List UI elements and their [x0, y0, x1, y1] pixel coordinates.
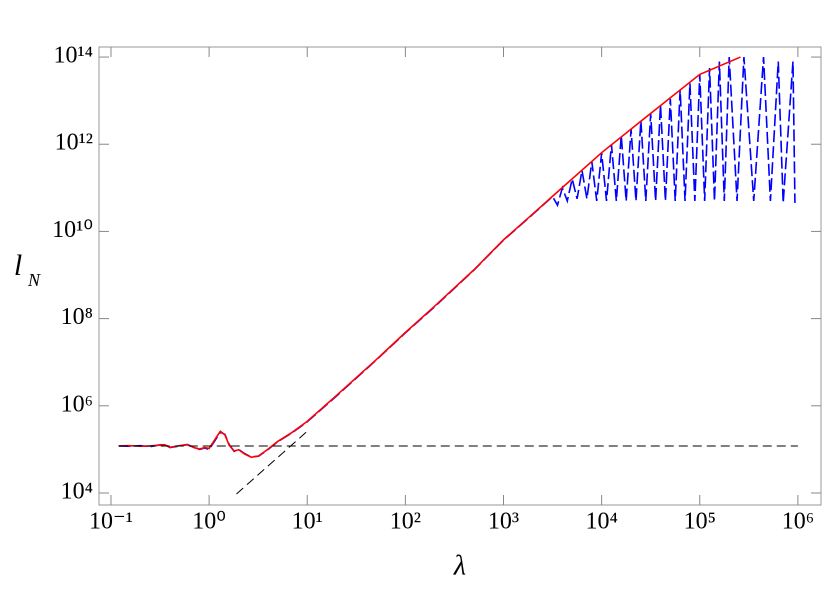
series-line [236, 430, 308, 495]
y-tick-label: 10¹⁰ [52, 217, 93, 243]
y-tick-label: 10¹⁴ [53, 43, 93, 69]
x-axis-label: λ [453, 550, 466, 581]
x-tick-label: 10² [390, 509, 421, 535]
x-tick-label: 10¹ [292, 509, 323, 535]
y-axis-label-subscript: N [27, 270, 41, 290]
plot-frame [98, 46, 822, 506]
x-tick-label: 10³ [488, 509, 519, 535]
series-line [118, 56, 796, 458]
y-tick-label: 10⁶ [61, 391, 93, 417]
x-tick-label: 10⁻¹ [89, 509, 133, 535]
x-tick-label: 10⁰ [192, 509, 226, 535]
x-tick-label: 10⁶ [782, 509, 814, 535]
y-tick-label: 10⁴ [61, 478, 93, 504]
y-tick-label: 10¹² [55, 130, 93, 156]
y-tick-label: 10⁸ [61, 304, 93, 330]
y-axis-label: l [14, 249, 22, 282]
x-tick-label: 10⁴ [585, 509, 617, 535]
series-line [118, 56, 741, 459]
x-tick-label: 10⁵ [684, 509, 716, 535]
